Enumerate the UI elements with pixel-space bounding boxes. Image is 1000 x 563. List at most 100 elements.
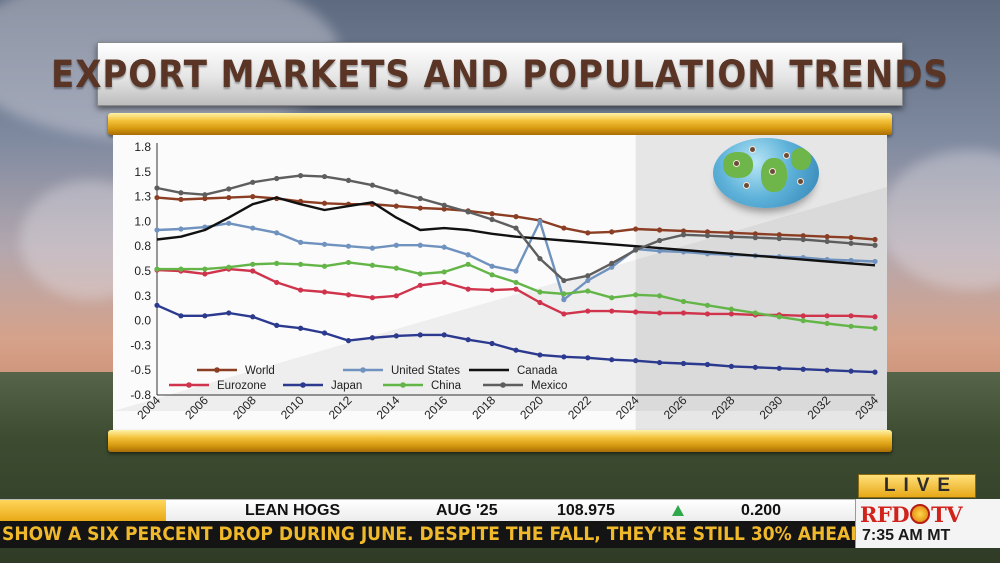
data-point-mexico bbox=[202, 192, 208, 198]
up-arrow-icon bbox=[672, 505, 684, 516]
data-point-eurozone bbox=[824, 313, 830, 319]
data-point-mexico bbox=[704, 233, 711, 239]
data-point-eurozone bbox=[441, 279, 447, 286]
logo-text: RFD bbox=[860, 501, 910, 527]
data-point-mexico bbox=[824, 238, 830, 245]
data-point-china bbox=[178, 266, 184, 272]
data-point-japan bbox=[274, 322, 280, 328]
data-point-japan bbox=[800, 366, 806, 372]
data-point-eurozone bbox=[848, 313, 854, 319]
data-point-china bbox=[345, 259, 352, 266]
person-pin-icon bbox=[797, 178, 804, 185]
data-point-japan bbox=[250, 314, 256, 320]
data-point-china bbox=[298, 261, 304, 267]
data-point-eurozone bbox=[393, 293, 399, 299]
data-point-world bbox=[680, 228, 687, 234]
ticker-symbol: LEAN HOGS bbox=[245, 502, 341, 519]
data-point-japan bbox=[465, 337, 471, 343]
data-point-eurozone bbox=[633, 309, 639, 315]
ticker-contract: AUG '25 bbox=[436, 502, 498, 519]
data-point-china bbox=[441, 269, 447, 275]
data-point-mexico bbox=[728, 234, 735, 240]
person-pin-icon bbox=[769, 168, 776, 175]
data-point-united-states bbox=[489, 263, 495, 269]
data-point-mexico bbox=[752, 235, 758, 241]
data-point-world bbox=[872, 236, 878, 243]
data-point-japan bbox=[848, 368, 854, 374]
data-point-japan bbox=[369, 335, 375, 341]
data-point-japan bbox=[633, 358, 639, 364]
y-tick-label: -0.3 bbox=[130, 338, 151, 352]
data-point-world bbox=[848, 235, 854, 241]
legend-marker-united-states bbox=[360, 367, 366, 373]
y-tick-label: 1.8 bbox=[134, 140, 151, 154]
data-point-united-states bbox=[441, 244, 447, 250]
data-point-mexico bbox=[178, 190, 184, 196]
data-point-japan bbox=[202, 313, 208, 319]
data-point-china bbox=[417, 271, 423, 277]
y-tick-label: 0.0 bbox=[134, 314, 151, 328]
data-point-eurozone bbox=[728, 311, 735, 317]
data-point-world bbox=[393, 203, 399, 209]
data-point-eurozone bbox=[489, 287, 495, 293]
legend-label-china: China bbox=[431, 380, 462, 392]
data-point-mexico bbox=[489, 216, 495, 223]
data-point-world bbox=[226, 194, 232, 201]
y-tick-label: 0.3 bbox=[134, 289, 151, 303]
legend-label-united-states: United States bbox=[391, 365, 460, 377]
data-point-world bbox=[633, 226, 639, 232]
person-pin-icon bbox=[733, 160, 740, 167]
data-point-eurozone bbox=[298, 287, 304, 293]
data-point-mexico bbox=[154, 185, 160, 191]
data-point-united-states bbox=[154, 227, 160, 233]
data-point-china bbox=[154, 266, 160, 272]
data-point-eurozone bbox=[250, 268, 256, 274]
data-point-japan bbox=[824, 367, 830, 373]
person-pin-icon bbox=[749, 146, 756, 153]
data-point-eurozone bbox=[513, 286, 519, 292]
data-point-japan bbox=[561, 354, 567, 360]
data-point-japan bbox=[513, 347, 519, 353]
data-point-china bbox=[776, 314, 782, 320]
data-point-japan bbox=[345, 338, 352, 344]
channel-bug: RFD TV 7:35 AM MT bbox=[855, 499, 1000, 548]
data-point-mexico bbox=[250, 179, 256, 185]
data-point-china bbox=[657, 293, 663, 299]
data-point-united-states bbox=[657, 248, 663, 254]
data-point-mexico bbox=[226, 186, 232, 192]
data-point-world bbox=[154, 194, 160, 201]
data-point-eurozone bbox=[537, 299, 543, 306]
clock-time: 7:35 AM MT bbox=[862, 527, 951, 544]
legend-label-world: World bbox=[245, 365, 275, 377]
rfdtv-logo: RFD TV bbox=[860, 501, 972, 527]
data-point-united-states bbox=[848, 257, 854, 264]
data-point-mexico bbox=[321, 173, 328, 180]
data-point-eurozone bbox=[680, 310, 687, 316]
ticker-gold-strip bbox=[0, 500, 166, 522]
gold-frame-top bbox=[108, 113, 892, 135]
data-point-united-states bbox=[872, 258, 878, 265]
data-point-japan bbox=[776, 365, 782, 371]
data-point-japan bbox=[154, 302, 160, 308]
data-point-mexico bbox=[657, 237, 663, 244]
data-point-united-states bbox=[321, 241, 328, 247]
chart-title: EXPORT MARKETS AND POPULATION TRENDS bbox=[51, 52, 949, 96]
data-point-eurozone bbox=[609, 308, 615, 314]
y-tick-label: 1.3 bbox=[134, 190, 151, 204]
y-tick-label: -0.5 bbox=[130, 363, 151, 377]
data-point-china bbox=[537, 289, 543, 295]
logo-sun-icon bbox=[910, 504, 931, 524]
legend-label-eurozone: Eurozone bbox=[217, 380, 266, 392]
data-point-eurozone bbox=[465, 286, 471, 292]
data-point-china bbox=[728, 306, 735, 312]
data-point-world bbox=[609, 229, 615, 235]
logo-text: TV bbox=[931, 501, 962, 527]
data-point-china bbox=[250, 261, 256, 267]
data-point-united-states bbox=[226, 220, 232, 226]
live-badge: LIVE bbox=[858, 474, 976, 498]
data-point-world bbox=[752, 231, 758, 237]
data-point-japan bbox=[393, 333, 399, 339]
market-ticker: LEAN HOGS AUG '25 108.975 0.200 bbox=[0, 499, 855, 522]
data-point-eurozone bbox=[704, 311, 711, 317]
data-point-mexico bbox=[561, 277, 567, 284]
